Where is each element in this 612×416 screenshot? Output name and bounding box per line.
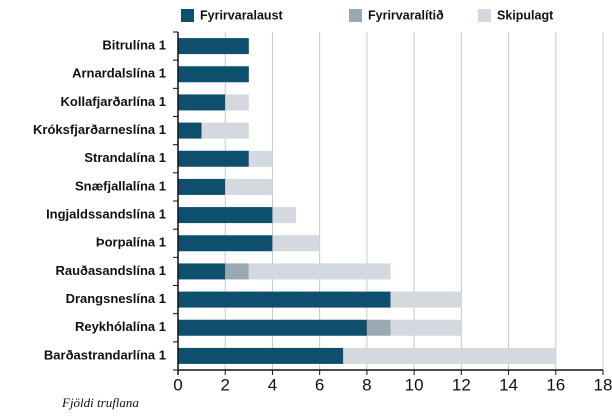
bar-segment [178, 38, 249, 55]
y-tick-label: Ingjaldssandslína 1 [46, 207, 166, 222]
bar-segment [248, 150, 273, 167]
bar-segment [178, 263, 226, 280]
x-tick-label: 6 [315, 375, 324, 394]
x-tick-label: 14 [499, 375, 518, 394]
x-tick-label: 16 [546, 375, 565, 394]
y-tick-label: Arnardalslína 1 [72, 66, 166, 81]
y-tick-label: Strandalína 1 [84, 150, 166, 165]
bar-segment [178, 66, 249, 83]
y-tick-label: Þorpalína 1 [96, 235, 166, 250]
y-tick-label: Reykhólalína 1 [75, 319, 166, 334]
x-tick-label: 2 [220, 375, 229, 394]
y-tick-label: Snæfjallalína 1 [75, 178, 166, 193]
x-tick-label: 18 [594, 375, 612, 394]
y-tick-label: Króksfjarðarneslína 1 [33, 122, 166, 137]
bar-segment [178, 319, 367, 336]
y-tick-label: Barðastrandarlína 1 [44, 347, 166, 362]
legend-swatch [181, 9, 194, 22]
bar-segment [343, 347, 556, 364]
y-tick-label: Kollafjarðarlína 1 [61, 94, 166, 109]
y-tick-label: Rauðasandslína 1 [55, 263, 166, 278]
bar-segment [178, 122, 202, 139]
x-tick-label: 12 [452, 375, 471, 394]
bar-segment [178, 207, 273, 224]
bar-segment [248, 263, 391, 280]
y-tick-label: Drangsneslína 1 [66, 291, 166, 306]
bar-segment [178, 94, 226, 111]
bar-segment [225, 178, 273, 195]
legend-label: Skipulagt [497, 8, 554, 22]
x-tick-label: 10 [405, 375, 424, 394]
bar-segment [178, 235, 273, 252]
x-axis-label: Fjöldi truflana [61, 395, 139, 410]
y-tick-label: Bitrulína 1 [102, 38, 166, 53]
x-tick-label: 8 [362, 375, 371, 394]
bar-segment [225, 263, 249, 280]
x-tick-label: 0 [173, 375, 182, 394]
bar-segment [272, 207, 297, 224]
legend-swatch [349, 9, 362, 22]
bar-segment [366, 319, 391, 336]
bar-segment [178, 178, 226, 195]
legend-label: Fyrirvaralaust [200, 8, 284, 22]
bar-segment [201, 122, 249, 139]
bar-segment [178, 291, 391, 308]
bar-segment [178, 150, 249, 167]
legend-swatch [478, 9, 491, 22]
legend-label: Fyrirvaralítið [368, 8, 444, 22]
bar-segment [178, 347, 344, 364]
x-tick-label: 4 [268, 375, 277, 394]
bar-segment [225, 94, 249, 111]
bar-segment [390, 319, 462, 336]
bar-segment [390, 291, 462, 308]
bar-segment [272, 235, 320, 252]
